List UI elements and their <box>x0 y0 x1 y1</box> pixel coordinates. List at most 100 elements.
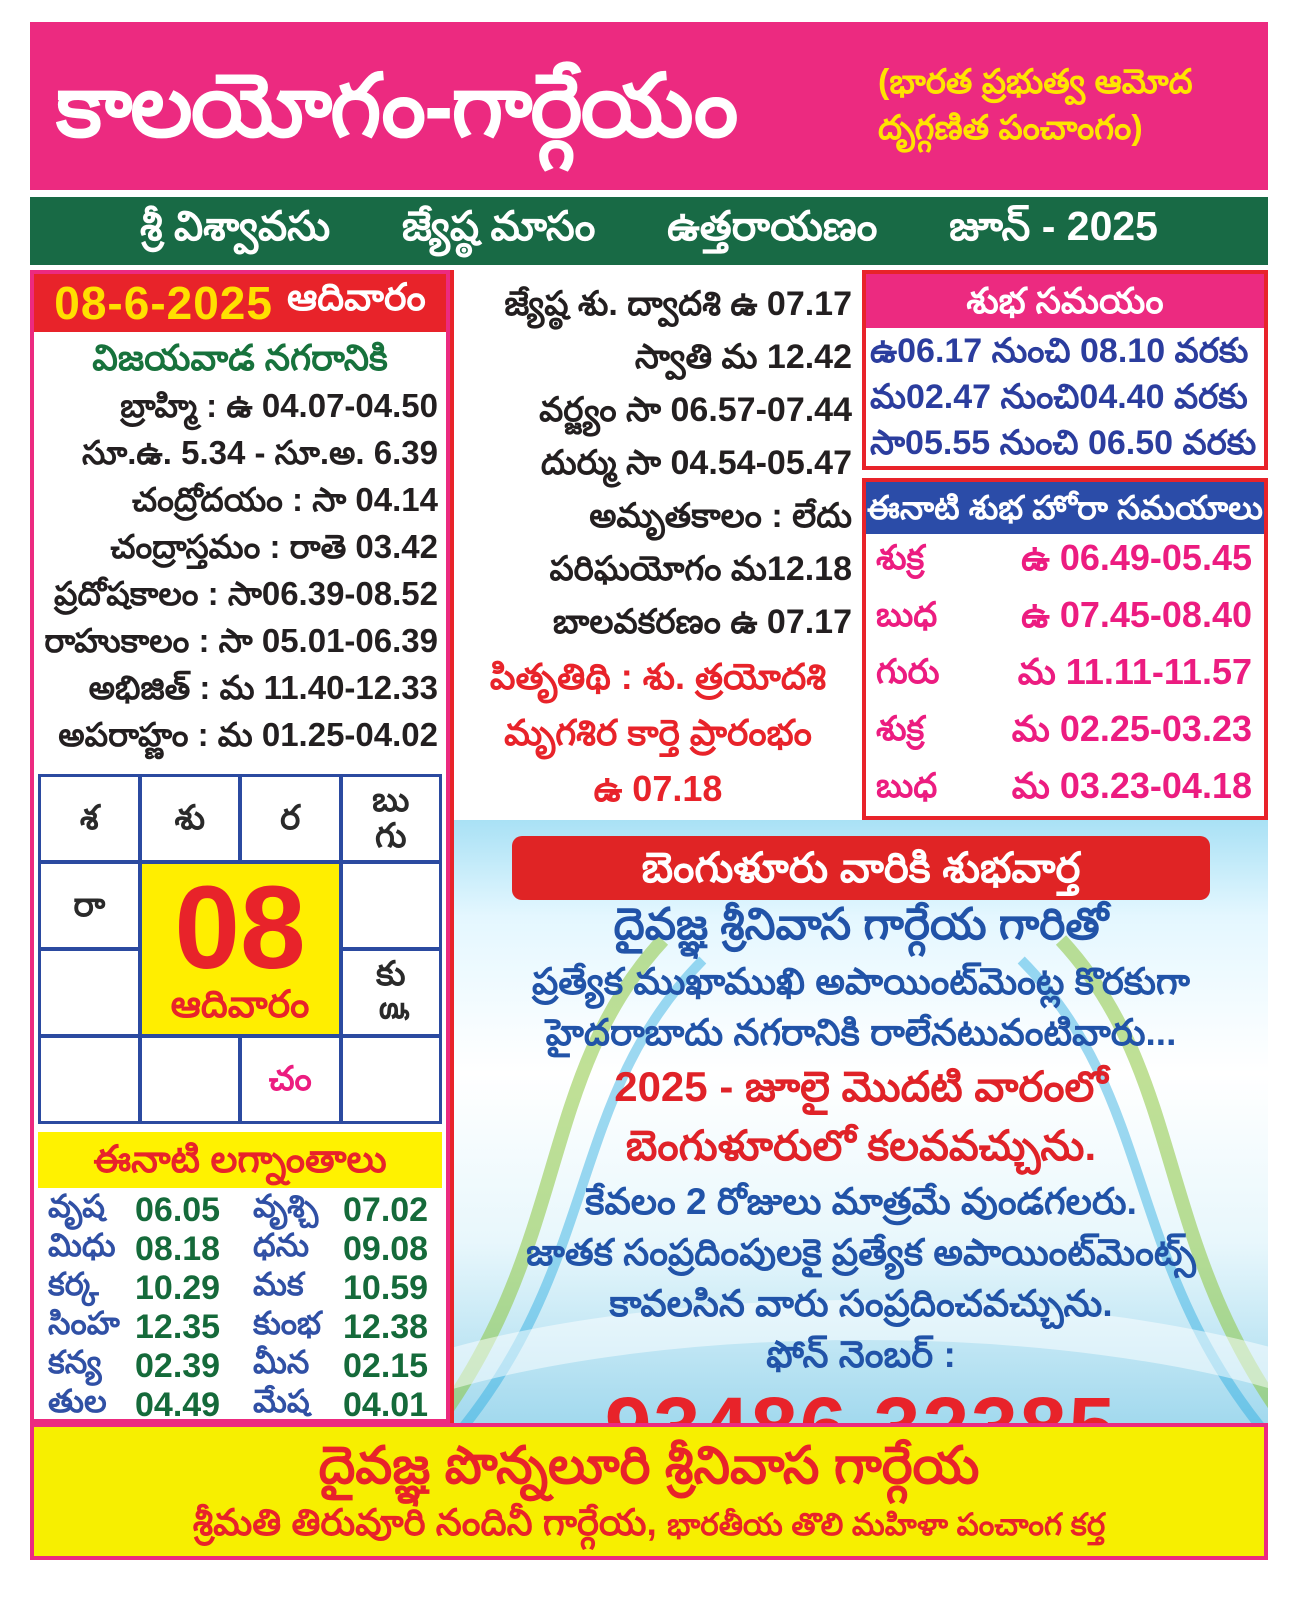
lagna-name: మీన <box>253 1344 310 1380</box>
author-footer: దైవజ్ఞ పొన్నలూరి శ్రీనివాస గార్గేయ శ్రీమ… <box>30 1423 1268 1560</box>
lagna-row: వృష 06.05 వృశ్చి 07.02 <box>38 1188 442 1229</box>
rasi-chart: శ శు ర బు గు రా 08 ఆదివారం కు కే చం <box>38 774 442 1124</box>
subha-samayam-row: మ02.47 నుంచి04.40 వరకు <box>870 378 1248 416</box>
rasi-guru-label: గు <box>374 816 407 855</box>
rasi-cell-empty <box>41 1038 138 1121</box>
rasi-cell-sukra: శు <box>141 777 238 860</box>
ad-line: దైవజ్ఞ శ్రీనివాస గార్గేయ గారితో <box>613 900 1109 949</box>
rasi-cell-budha-guru: బు గు <box>342 777 439 860</box>
hora-row: శుక్ర ఉ 06.49-05.45 <box>866 534 1264 591</box>
hora-time: మ 03.23-04.18 <box>1011 765 1252 806</box>
timing-pradosha: ప్రదోషకాలం : సా06.39-08.52 <box>54 575 438 612</box>
lagna-name: వృష <box>48 1188 105 1224</box>
rasi-cell-empty <box>342 1038 439 1121</box>
nakshatra-line: స్వాతి మ 12.42 <box>634 338 852 376</box>
hora-row: గురు మ 11.11-11.57 <box>866 648 1264 705</box>
karanam-line: బాలవకరణం ఉ 07.17 <box>552 603 852 641</box>
hora-box: ఈనాటి శుభ హోరా సమయాలు శుక్ర ఉ 06.49-05.4… <box>862 478 1268 820</box>
lagna-time: 09.08 <box>343 1230 429 1268</box>
ad-line: జాతక సంప్రదింపులకై ప్రత్యేక అపాయింట్‌మెం… <box>526 1232 1196 1273</box>
samvatsara-name: శ్రీ విశ్వావసు <box>140 202 331 249</box>
timing-abhijit: అభిజిత్ : మ 11.40-12.33 <box>88 669 438 706</box>
timing-brahmi: బ్రాహ్మి : ఉ 04.07-04.50 <box>120 387 438 424</box>
lagna-time: 02.39 <box>135 1347 221 1385</box>
lagna-row: తుల 04.49 మేష 04.01 <box>38 1383 442 1424</box>
ad-line: కావలసిన వారు సంప్రదించవచ్చును. <box>609 1283 1113 1324</box>
bengaluru-ad: బెంగుళూరు వారికి శుభవార్త దైవజ్ఞ శ్రీనివ… <box>450 820 1268 1423</box>
hora-planet: బుధ <box>876 767 938 805</box>
rasi-cell-ravi: ర <box>242 777 339 860</box>
rasi-ketu-label: కే <box>372 1001 411 1020</box>
author-name: దైవజ్ఞ పొన్నలూరి శ్రీనివాస గార్గేయ <box>318 1437 980 1495</box>
hora-time: మ 02.25-03.23 <box>1011 708 1252 749</box>
page-title: కాలయోగం-గార్గేయం <box>56 56 738 155</box>
lagna-name: కన్య <box>48 1344 102 1380</box>
rasi-cell-empty <box>41 951 138 1034</box>
masthead: కాలయోగం-గార్గేయం (భారత ప్రభుత్వ ఆమోద దృగ… <box>30 22 1268 190</box>
panchangam-details-panel: జ్యేష్ఠ శు. ద్వాదశి ఉ 07.17 స్వాతి మ 12.… <box>450 270 862 820</box>
city-heading: విజయవాడ నగరానికి <box>92 337 388 378</box>
lagna-name: సింహ <box>48 1305 120 1341</box>
lagna-name: కర్క <box>48 1266 99 1302</box>
hora-planet: శుక్ర <box>876 710 925 748</box>
day-name: ఆదివారం <box>170 984 310 1027</box>
timing-rahukalam: రాహుకాలం : సా 05.01-06.39 <box>44 622 438 659</box>
yogam-line: పరిఘయోగం మ12.18 <box>549 550 852 588</box>
lagna-time: 04.01 <box>343 1386 429 1424</box>
rasi-cell-empty <box>342 864 439 947</box>
lagna-row: మిధు 08.18 ధను 09.08 <box>38 1227 442 1268</box>
lagna-heading: ఈనాటి లగ్నాంతాలు <box>38 1132 442 1188</box>
co-author-name: శ్రీమతి తిరువూరి నందినీ గార్గేయ, <box>192 1502 657 1543</box>
subha-samayam-row: ఉ06.17 నుంచి 08.10 వరకు <box>870 332 1249 370</box>
ad-phone-label: ఫోన్ నెంబర్ : <box>766 1334 956 1375</box>
lagna-time: 08.18 <box>135 1230 221 1268</box>
lagna-time: 02.15 <box>343 1347 429 1385</box>
co-author-title: భారతీయ తొలి మహిళా పంచాంగ కర్త <box>667 1507 1106 1542</box>
lagna-row: సింహ 12.35 కుంభ 12.38 <box>38 1305 442 1346</box>
date-value: 08-6-2025 <box>54 277 273 329</box>
weekday-value: ఆదివారం <box>286 277 426 319</box>
co-author-line: శ్రీమతి తిరువూరి నందినీ గార్గేయ, భారతీయ … <box>34 1497 1264 1551</box>
lagna-time: 12.38 <box>343 1308 429 1346</box>
month-year: జూన్ - 2025 <box>949 202 1158 249</box>
karte-line: మృగశిర కార్తె ప్రారంభం <box>504 712 812 753</box>
day-number: 08 <box>174 862 306 994</box>
rasi-kuja-label: కు <box>375 954 406 993</box>
hora-row: బుధ ఉ 07.45-08.40 <box>866 591 1264 648</box>
timing-sunrise-sunset: సూ.ఉ. 5.34 - సూ.అ. 6.39 <box>82 434 438 471</box>
rasi-cell-empty <box>141 1038 238 1121</box>
ad-banner: బెంగుళూరు వారికి శుభవార్త <box>511 836 1211 900</box>
rasi-cell-sani: శ <box>41 777 138 860</box>
timing-moonset: చంద్రాస్తమం : రాతె 03.42 <box>110 528 438 565</box>
hora-row: బుధ మ 03.23-04.18 <box>866 762 1264 819</box>
tithi-line: జ్యేష్ఠ శు. ద్వాదశి ఉ 07.17 <box>504 285 852 323</box>
varjyam-line: వర్జ్యం సా 06.57-07.44 <box>539 391 852 429</box>
lagna-time: 12.35 <box>135 1308 221 1346</box>
ad-line: ప్రత్యేక ముఖాముఖి అపాయింట్‌మెంట్ల కొరకుగ… <box>532 961 1190 1002</box>
daily-timings-panel: 08-6-2025 ఆదివారం విజయవాడ నగరానికి బ్రాహ… <box>30 270 450 1424</box>
ad-line: 2025 - జూలై మొదటి వారంలో <box>614 1063 1108 1110</box>
lagna-time: 10.29 <box>135 1269 221 1307</box>
subha-samayam-row: సా05.55 నుంచి 06.50 వరకు <box>870 424 1257 462</box>
rasi-cell-rahu: రా <box>41 864 138 947</box>
date-header: 08-6-2025 ఆదివారం <box>34 274 446 332</box>
lagna-name: మక <box>253 1266 304 1302</box>
rasi-center-date: 08 ఆదివారం <box>141 862 339 1034</box>
lagna-name: మేష <box>253 1383 310 1419</box>
lagna-name: ధను <box>253 1227 310 1263</box>
ad-line: హైదరాబాదు నగరానికి రాలేనటువంటివారు... <box>545 1012 1177 1053</box>
hora-heading: ఈనాటి శుభ హోరా సమయాలు <box>866 482 1264 534</box>
hora-row: శుక్ర మ 02.25-03.23 <box>866 705 1264 762</box>
ad-body: దైవజ్ఞ శ్రీనివాస గార్గేయ గారితో ప్రత్యేక… <box>464 900 1258 1423</box>
rasi-cell-kuja-ketu: కు కే <box>342 951 439 1034</box>
masam-name: జ్యేష్ఠ మాసం <box>401 202 596 249</box>
durmuhurtam-line: దుర్ము సా 04.54-05.47 <box>540 444 852 482</box>
lagna-table: వృష 06.05 వృశ్చి 07.02 మిధు 08.18 ధను 09… <box>38 1188 442 1424</box>
karte-time-line: ఉ 07.18 <box>593 768 723 809</box>
lagna-name: మిధు <box>48 1227 116 1263</box>
ad-line: కేవలం 2 రోజులు మాత్రమే వుండగలరు. <box>585 1181 1137 1222</box>
subha-samayam-box: శుభ సమయం ఉ06.17 నుంచి 08.10 వరకు మ02.47 … <box>862 270 1268 470</box>
month-info-bar: శ్రీ విశ్వావసు జ్యేష్ఠ మాసం ఉత్తరాయణం జూ… <box>30 197 1268 265</box>
lagna-name: కుంభ <box>253 1305 322 1341</box>
